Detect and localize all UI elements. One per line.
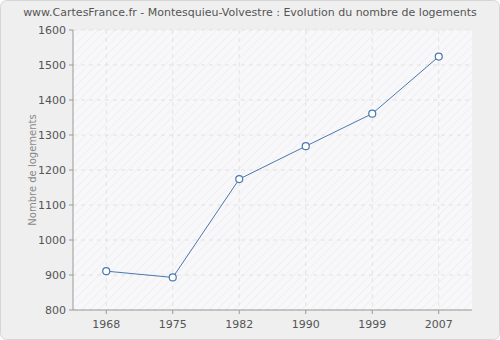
tick (106, 310, 107, 314)
series (103, 53, 443, 281)
tick (69, 30, 73, 31)
chart: 800 900 1000 1100 1200 1300 1400 1500 1600 1968 19… (0, 0, 500, 340)
tick-label: 1982 (225, 318, 253, 331)
tick-label: 800 (45, 304, 66, 317)
tick (69, 310, 73, 311)
tick-label: 1200 (38, 164, 66, 177)
marker (236, 176, 243, 183)
tick-label: 1000 (38, 234, 66, 247)
grid-line (73, 240, 472, 241)
tick-label: 1975 (159, 318, 187, 331)
grid-line (239, 30, 240, 310)
tick-label: 1990 (292, 318, 320, 331)
tick (69, 240, 73, 241)
grid-line (73, 170, 472, 171)
x-axis (73, 310, 472, 311)
tick (69, 205, 73, 206)
tick-label: 1600 (38, 24, 66, 37)
tick (69, 100, 73, 101)
grid-line (372, 30, 373, 310)
tick-label: 1999 (358, 318, 386, 331)
tick-label: 900 (45, 269, 66, 282)
tick-label: 1300 (38, 129, 66, 142)
line (106, 57, 439, 278)
tick (69, 275, 73, 276)
marker (169, 274, 176, 281)
tick-label: 1500 (38, 59, 66, 72)
tick (69, 170, 73, 171)
tick-label: 2007 (425, 318, 453, 331)
grid-line (438, 30, 439, 310)
grid-line (73, 275, 472, 276)
grid-line (73, 100, 472, 101)
grid-line (73, 65, 472, 66)
y-label: Nombre de logements (27, 114, 38, 225)
tick (69, 65, 73, 66)
y-axis (73, 30, 74, 310)
tick-label: 1968 (92, 318, 120, 331)
plot-area (73, 30, 472, 310)
grid-line (73, 135, 472, 136)
tick (305, 310, 306, 314)
marker (369, 110, 376, 117)
tick (438, 310, 439, 314)
tick (239, 310, 240, 314)
grid-line (73, 310, 472, 311)
grid-line (172, 30, 173, 310)
tick (172, 310, 173, 314)
grid-line (73, 30, 472, 31)
grid-line (305, 30, 306, 310)
marker (435, 53, 442, 60)
marker (302, 143, 309, 150)
tick (69, 135, 73, 136)
background (1, 1, 500, 340)
tick-label: 1100 (38, 199, 66, 212)
tick-label: 1400 (38, 94, 66, 107)
tick (372, 310, 373, 314)
grid-line (73, 205, 472, 206)
title: www.CartesFrance.fr - Montesquieu-Volves… (23, 6, 477, 19)
marker (103, 268, 110, 275)
